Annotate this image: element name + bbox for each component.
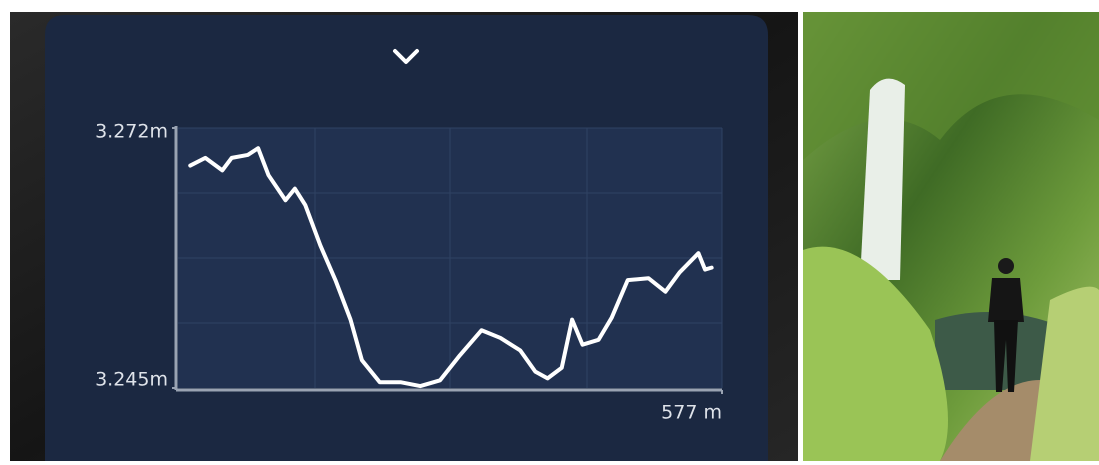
grid: [178, 127, 723, 388]
elevation-line: [188, 146, 714, 389]
y-tick-label: 3.245m: [95, 369, 168, 391]
x-tick-label: 577 m: [661, 402, 722, 424]
collapse-chevron[interactable]: [393, 49, 419, 64]
photo: [803, 12, 1099, 461]
y-tick-label: 3.272m: [95, 121, 168, 143]
